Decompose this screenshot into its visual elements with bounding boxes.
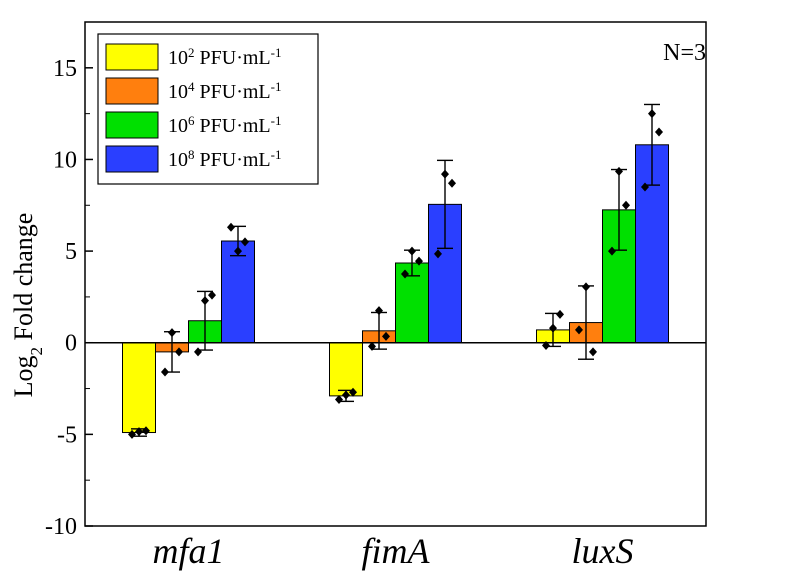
axes: -10 -5 0 5 10 15 mfa1 fimA luxS [45, 21, 707, 571]
data-point [175, 347, 183, 357]
y-tick-label: 0 [65, 331, 77, 357]
legend-swatch [105, 43, 159, 71]
data-point [556, 309, 564, 319]
sample-size-annotation: N=3 [663, 40, 706, 66]
data-point [549, 323, 557, 333]
data-point [608, 246, 616, 256]
data-point [382, 331, 390, 341]
data-point [135, 427, 143, 437]
data-point [401, 269, 409, 279]
plot-frame [84, 21, 707, 527]
y-tick-label: -5 [57, 422, 77, 448]
data-point [128, 429, 136, 439]
x-category-label: fimA [362, 531, 431, 571]
legend-label: 102 PFU·mL-1 [168, 45, 281, 70]
data-point [589, 347, 597, 357]
data-point [342, 390, 350, 400]
legend-label: 108 PFU·mL-1 [168, 147, 281, 172]
data-point [168, 328, 176, 338]
data-point [241, 237, 249, 247]
data-point [142, 426, 150, 436]
data-point [335, 395, 343, 405]
legend-label: 106 PFU·mL-1 [168, 113, 281, 138]
data-point [368, 341, 376, 351]
legend-swatch [105, 111, 159, 139]
bar [122, 342, 156, 434]
data-point [408, 246, 416, 256]
data-point [648, 109, 656, 119]
data-point [375, 306, 383, 316]
legend: 102 PFU·mL-1 104 PFU·mL-1 106 PFU·mL-1 108 … [97, 33, 319, 185]
data-point [434, 249, 442, 259]
x-category-label: luxS [572, 531, 634, 571]
legend-swatch [105, 77, 159, 105]
data-point [441, 169, 449, 179]
data-point [655, 127, 663, 137]
data-point [542, 340, 550, 350]
data-point [194, 347, 202, 357]
y-axis-label: Log2 Fold change [9, 213, 46, 398]
data-point [234, 246, 242, 256]
y-tick-label: 15 [53, 56, 77, 82]
y-tick-label: -10 [45, 514, 77, 540]
y-tick-label: 10 [53, 147, 77, 173]
legend-label: 104 PFU·mL-1 [168, 79, 281, 104]
data-point [201, 296, 209, 306]
data-point [641, 182, 649, 192]
data-point [582, 282, 590, 292]
data-point [227, 222, 235, 232]
bar [221, 240, 255, 344]
data-point [615, 166, 623, 176]
x-category-label: mfa1 [153, 531, 225, 571]
data-point [161, 367, 169, 377]
y-tick-label: 5 [65, 239, 77, 265]
bar [329, 342, 363, 397]
legend-swatch [105, 145, 159, 173]
data-point [208, 290, 216, 300]
data-point [415, 256, 423, 266]
bars [122, 144, 669, 434]
data-points [128, 109, 663, 439]
data-point [349, 387, 357, 397]
data-point [622, 200, 630, 210]
data-point [448, 178, 456, 188]
data-point [575, 325, 583, 335]
